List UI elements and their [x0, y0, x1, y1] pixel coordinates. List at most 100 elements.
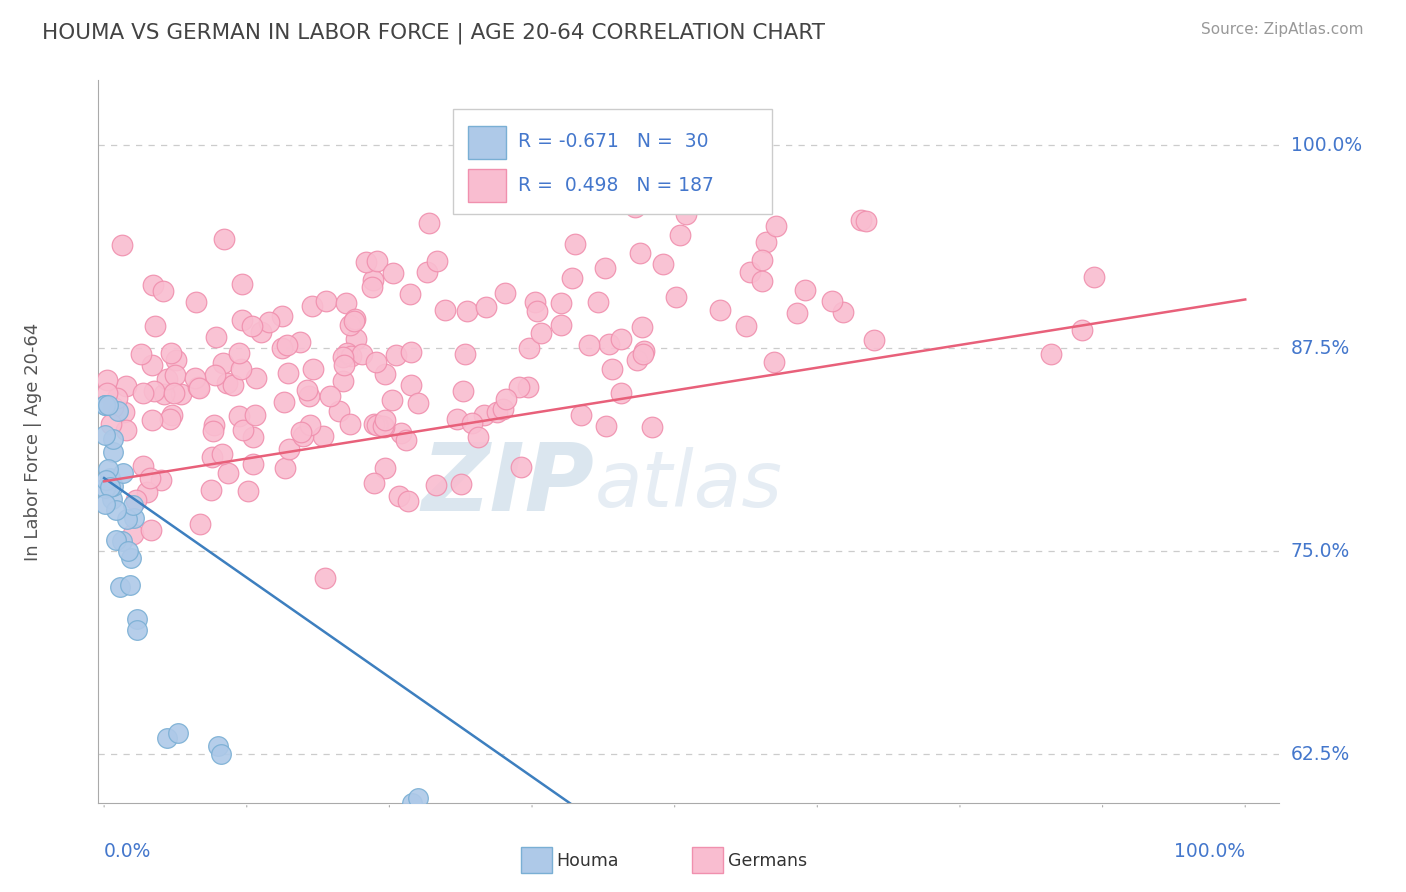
Point	[855, 214, 877, 228]
Point	[115, 379, 138, 393]
Point	[142, 277, 165, 292]
Point	[406, 791, 429, 805]
Point	[315, 293, 337, 308]
FancyBboxPatch shape	[453, 109, 772, 214]
Point	[401, 796, 423, 810]
Point	[495, 392, 517, 407]
Point	[160, 408, 183, 422]
Point	[184, 371, 207, 385]
Point	[271, 341, 294, 355]
Point	[631, 319, 654, 334]
Point	[156, 372, 179, 386]
Point	[751, 274, 773, 288]
Point	[142, 384, 165, 398]
Point	[374, 461, 396, 475]
Point	[101, 479, 124, 493]
Point	[257, 315, 280, 329]
Point	[384, 348, 406, 362]
Point	[100, 480, 122, 494]
Point	[593, 260, 616, 275]
Text: 62.5%: 62.5%	[1291, 745, 1350, 764]
Point	[786, 306, 808, 320]
Point	[103, 400, 125, 414]
Point	[735, 318, 758, 333]
Point	[153, 387, 176, 401]
Point	[167, 726, 190, 740]
Point	[112, 467, 135, 481]
Point	[765, 219, 787, 233]
Point	[96, 386, 118, 401]
Point	[97, 461, 120, 475]
Point	[96, 473, 118, 487]
Point	[132, 386, 155, 401]
Point	[101, 492, 124, 507]
Point	[277, 366, 299, 380]
Point	[751, 253, 773, 268]
Point	[339, 318, 361, 332]
Point	[406, 396, 429, 410]
Point	[139, 471, 162, 485]
Point	[100, 471, 122, 485]
Point	[114, 423, 136, 437]
Point	[163, 368, 186, 383]
Point	[454, 346, 477, 360]
Point	[366, 418, 388, 433]
Point	[103, 432, 125, 446]
Point	[628, 245, 651, 260]
Point	[352, 347, 374, 361]
Text: 0.0%: 0.0%	[104, 842, 152, 861]
FancyBboxPatch shape	[693, 847, 723, 873]
Point	[302, 362, 325, 376]
Point	[401, 345, 423, 359]
Point	[675, 207, 697, 221]
Point	[163, 386, 186, 401]
Point	[335, 296, 357, 310]
Point	[200, 450, 222, 464]
Point	[633, 343, 655, 358]
Point	[550, 318, 572, 332]
Point	[93, 398, 115, 412]
Point	[763, 355, 786, 369]
Point	[485, 405, 508, 419]
Point	[273, 461, 295, 475]
Point	[231, 361, 253, 376]
Point	[319, 389, 342, 403]
Point	[517, 341, 540, 355]
Point	[550, 296, 572, 310]
Point	[373, 419, 395, 434]
Point	[509, 459, 531, 474]
Point	[160, 346, 183, 360]
Point	[222, 378, 245, 392]
Point	[125, 624, 148, 638]
Point	[96, 373, 118, 387]
Point	[121, 498, 143, 512]
Point	[217, 466, 239, 480]
Text: 87.5%: 87.5%	[1291, 339, 1350, 358]
Point	[118, 577, 141, 591]
Point	[426, 254, 449, 268]
Point	[332, 358, 354, 372]
Text: 100.0%: 100.0%	[1291, 136, 1361, 154]
Point	[271, 309, 294, 323]
Text: In Labor Force | Age 20-64: In Labor Force | Age 20-64	[24, 322, 42, 561]
Text: R =  0.498   N = 187: R = 0.498 N = 187	[517, 176, 714, 194]
Point	[94, 497, 117, 511]
Point	[207, 739, 229, 753]
Point	[494, 285, 516, 300]
Point	[433, 303, 456, 318]
Point	[626, 352, 648, 367]
Point	[228, 409, 250, 423]
Point	[456, 303, 478, 318]
Point	[564, 237, 586, 252]
Point	[105, 533, 128, 548]
Point	[425, 477, 447, 491]
Point	[188, 381, 211, 395]
Point	[394, 434, 416, 448]
Point	[228, 346, 250, 360]
Point	[508, 380, 530, 394]
Point	[851, 212, 873, 227]
Point	[278, 442, 301, 457]
Point	[122, 527, 145, 541]
Point	[363, 417, 385, 431]
Point	[374, 367, 396, 381]
